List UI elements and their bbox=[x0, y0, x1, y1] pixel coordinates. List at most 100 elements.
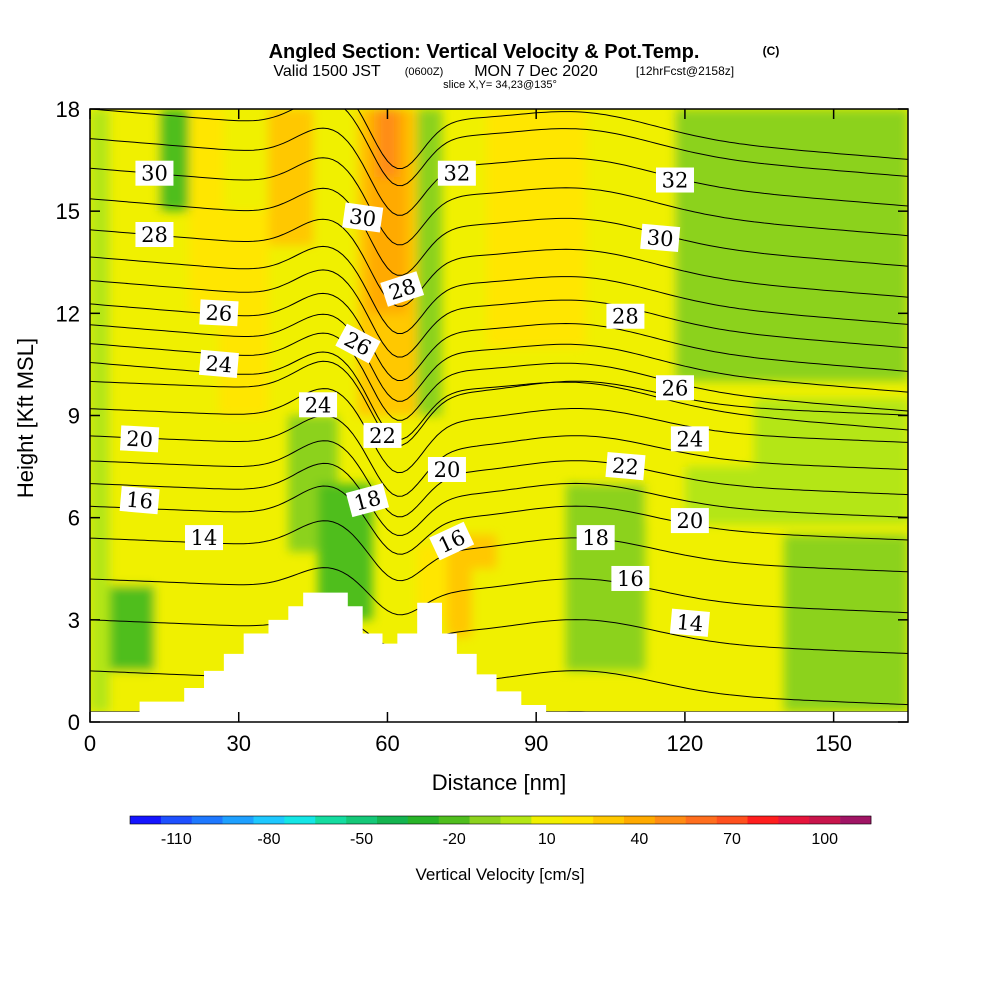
contour-label-box bbox=[199, 299, 239, 327]
velocity-cell bbox=[268, 109, 314, 246]
isentrope-line bbox=[90, 245, 908, 334]
isentrope-line bbox=[90, 313, 908, 402]
colorbar-swatch bbox=[716, 816, 748, 824]
velocity-cell bbox=[109, 585, 155, 671]
terrain bbox=[90, 592, 908, 722]
isentrope-line bbox=[357, 109, 908, 169]
isentrope-line bbox=[90, 157, 908, 246]
contour-label-text: 14 bbox=[191, 526, 218, 550]
colorbar-tick-label: 40 bbox=[631, 831, 649, 848]
contour-label-box bbox=[198, 349, 239, 379]
contour-label-box bbox=[342, 202, 384, 233]
contour-label-text: 20 bbox=[676, 509, 703, 533]
colorbar-swatch bbox=[685, 816, 717, 824]
contour-label-text: 20 bbox=[434, 458, 461, 482]
contour-label-box bbox=[605, 451, 646, 481]
contour-label-box bbox=[670, 426, 709, 452]
contour-label: 26 bbox=[199, 299, 239, 327]
colorbar-swatch bbox=[377, 816, 409, 824]
colorbar-swatch bbox=[407, 816, 440, 824]
colorbar-swatch bbox=[809, 816, 841, 824]
contour-label-box bbox=[135, 160, 174, 186]
isentrope-line bbox=[90, 485, 908, 555]
isentrope-line bbox=[90, 187, 908, 276]
contour-label: 18 bbox=[345, 483, 390, 518]
y-tick-label: 3 bbox=[68, 608, 80, 633]
colorbar-swatch bbox=[222, 816, 254, 824]
contour-label: 24 bbox=[299, 392, 338, 418]
chart-valid-date: MON 7 Dec 2020 bbox=[474, 63, 598, 80]
contour-label-text: 30 bbox=[348, 204, 378, 231]
colorbar-tick-label: -50 bbox=[350, 831, 373, 848]
isentrope-line bbox=[90, 218, 908, 307]
contour-label-box bbox=[119, 425, 160, 453]
contour-label: 22 bbox=[363, 422, 402, 448]
contour-label-text: 20 bbox=[126, 427, 154, 452]
contour-label-box bbox=[606, 303, 645, 329]
contour-label: 30 bbox=[640, 223, 681, 253]
colorbar-swatch bbox=[531, 816, 563, 824]
colorbar-swatch bbox=[346, 816, 378, 824]
x-axis-ticks: 0 30 60 90 120 150 bbox=[84, 109, 852, 756]
isentrope-line bbox=[90, 462, 908, 536]
colorbar-swatch bbox=[778, 816, 810, 824]
x-tick-label: 30 bbox=[226, 731, 250, 756]
y-tick-label: 12 bbox=[56, 301, 80, 326]
chart-valid-zulu: (0600Z) bbox=[405, 66, 444, 78]
contour-label-box bbox=[135, 222, 174, 248]
colorbar-swatch bbox=[253, 816, 285, 824]
colorbar-tick-label: 100 bbox=[811, 831, 838, 848]
x-axis-label: Distance [nm] bbox=[432, 770, 567, 795]
contour-label-box bbox=[335, 323, 381, 364]
contour-label-box bbox=[119, 486, 160, 515]
contour-label: 24 bbox=[198, 349, 239, 379]
chart-title-block: Angled Section: Vertical Velocity & Pot.… bbox=[269, 41, 780, 91]
contour-label: 32 bbox=[655, 167, 694, 193]
chart-title: Angled Section: Vertical Velocity & Pot.… bbox=[269, 41, 700, 63]
contour-label-text: 28 bbox=[612, 305, 639, 329]
contour-label: 16 bbox=[119, 486, 160, 515]
contour-label-box bbox=[655, 375, 694, 401]
contour-label-box bbox=[185, 525, 224, 551]
colorbar-tick-label: 70 bbox=[723, 831, 741, 848]
velocity-cell bbox=[784, 534, 908, 712]
contour-label-text: 22 bbox=[369, 424, 396, 448]
contour-label: 20 bbox=[670, 508, 709, 534]
contour-label-text: 24 bbox=[676, 427, 703, 451]
contour-label-text: 26 bbox=[662, 376, 689, 400]
contour-label-box bbox=[576, 525, 615, 551]
colorbar-swatch bbox=[624, 816, 656, 824]
y-tick-label: 9 bbox=[68, 404, 80, 429]
colorbar-swatch bbox=[654, 816, 687, 824]
contour-label: 22 bbox=[605, 451, 646, 481]
isentrope-line bbox=[90, 269, 908, 358]
contour-label: 32 bbox=[437, 160, 476, 186]
x-tick-label: 120 bbox=[667, 731, 704, 756]
contour-label: 18 bbox=[576, 525, 615, 551]
colorbar-label: Vertical Velocity [cm/s] bbox=[415, 865, 584, 884]
contour-label-text: 32 bbox=[662, 169, 689, 193]
contour-label-box bbox=[670, 508, 709, 534]
contour-label-box bbox=[427, 456, 466, 482]
contour-label-box bbox=[640, 223, 681, 253]
isentrope-line bbox=[90, 127, 908, 216]
contour-label-box bbox=[345, 483, 390, 518]
contour-label-box bbox=[611, 565, 650, 591]
colorbar-frame bbox=[129, 815, 872, 825]
colorbar-tick-label: -20 bbox=[443, 831, 466, 848]
contour-label: 30 bbox=[135, 160, 174, 186]
velocity-cell bbox=[417, 109, 442, 416]
colorbar-swatch bbox=[500, 816, 532, 824]
contour-label-box bbox=[437, 160, 476, 186]
contour-label-text: 26 bbox=[205, 301, 233, 326]
colorbar-swatch bbox=[469, 816, 501, 824]
velocity-cell bbox=[684, 466, 908, 525]
contour-label-text: 18 bbox=[582, 526, 609, 550]
colorbar-swatch bbox=[284, 816, 316, 824]
colorbar-swatch bbox=[191, 816, 223, 824]
colorbar-swatch bbox=[130, 816, 162, 824]
x-tick-label: 60 bbox=[375, 731, 399, 756]
chart-forecast-time: [12hrFcst@2158z] bbox=[636, 64, 734, 78]
